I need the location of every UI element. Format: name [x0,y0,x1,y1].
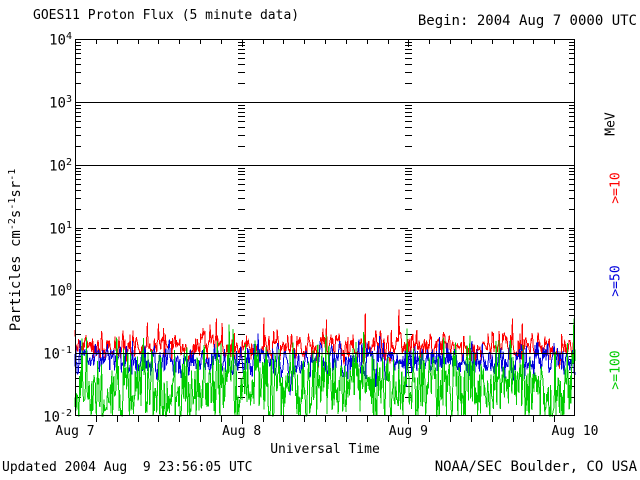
legend-unit-mev: MeV [603,112,619,136]
y-tick-label-1e-1: 10-1 [43,345,72,363]
legend-entry-gege100: >=100 [608,350,624,390]
plot-area [74,39,576,424]
source-attribution: NOAA/SEC Boulder, CO USA [434,459,637,475]
x-tick-label-aug-7: Aug 7 [55,424,95,439]
y-axis-label: Particles cm-2s-1sr-1 [7,168,24,332]
y-tick-label-1e3: 103 [49,93,72,112]
y-axis-label-text: Particles cm-2s-1sr-1 [7,168,24,332]
legend-entry-gege50: >=50 [608,265,624,297]
y-tick-label-1e-2: 10-2 [43,408,72,426]
y-tick-label-1e4: 104 [49,31,72,49]
y-tick-label-1e2: 102 [49,156,72,175]
y-tick-label-1e1: 101 [49,219,72,238]
y-tick-label-1e0: 100 [49,282,72,300]
legend-entry-gege10: >=10 [608,172,624,204]
plot-border [75,39,575,416]
trace-10 [74,309,576,369]
updated-timestamp: Updated 2004 Aug 9 23:56:05 UTC [2,460,253,475]
x-tick-label-aug-9: Aug 9 [388,424,428,439]
x-tick-label-aug-8: Aug 8 [222,424,262,439]
begin-time-label: Begin: 2004 Aug 7 0000 UTC [417,13,637,29]
x-tick-label-aug-10: Aug 10 [551,424,599,439]
chart-title: GOES11 Proton Flux (5 minute data) [33,8,300,23]
trace-100 [74,318,576,418]
x-axis-title: Universal Time [270,442,380,457]
